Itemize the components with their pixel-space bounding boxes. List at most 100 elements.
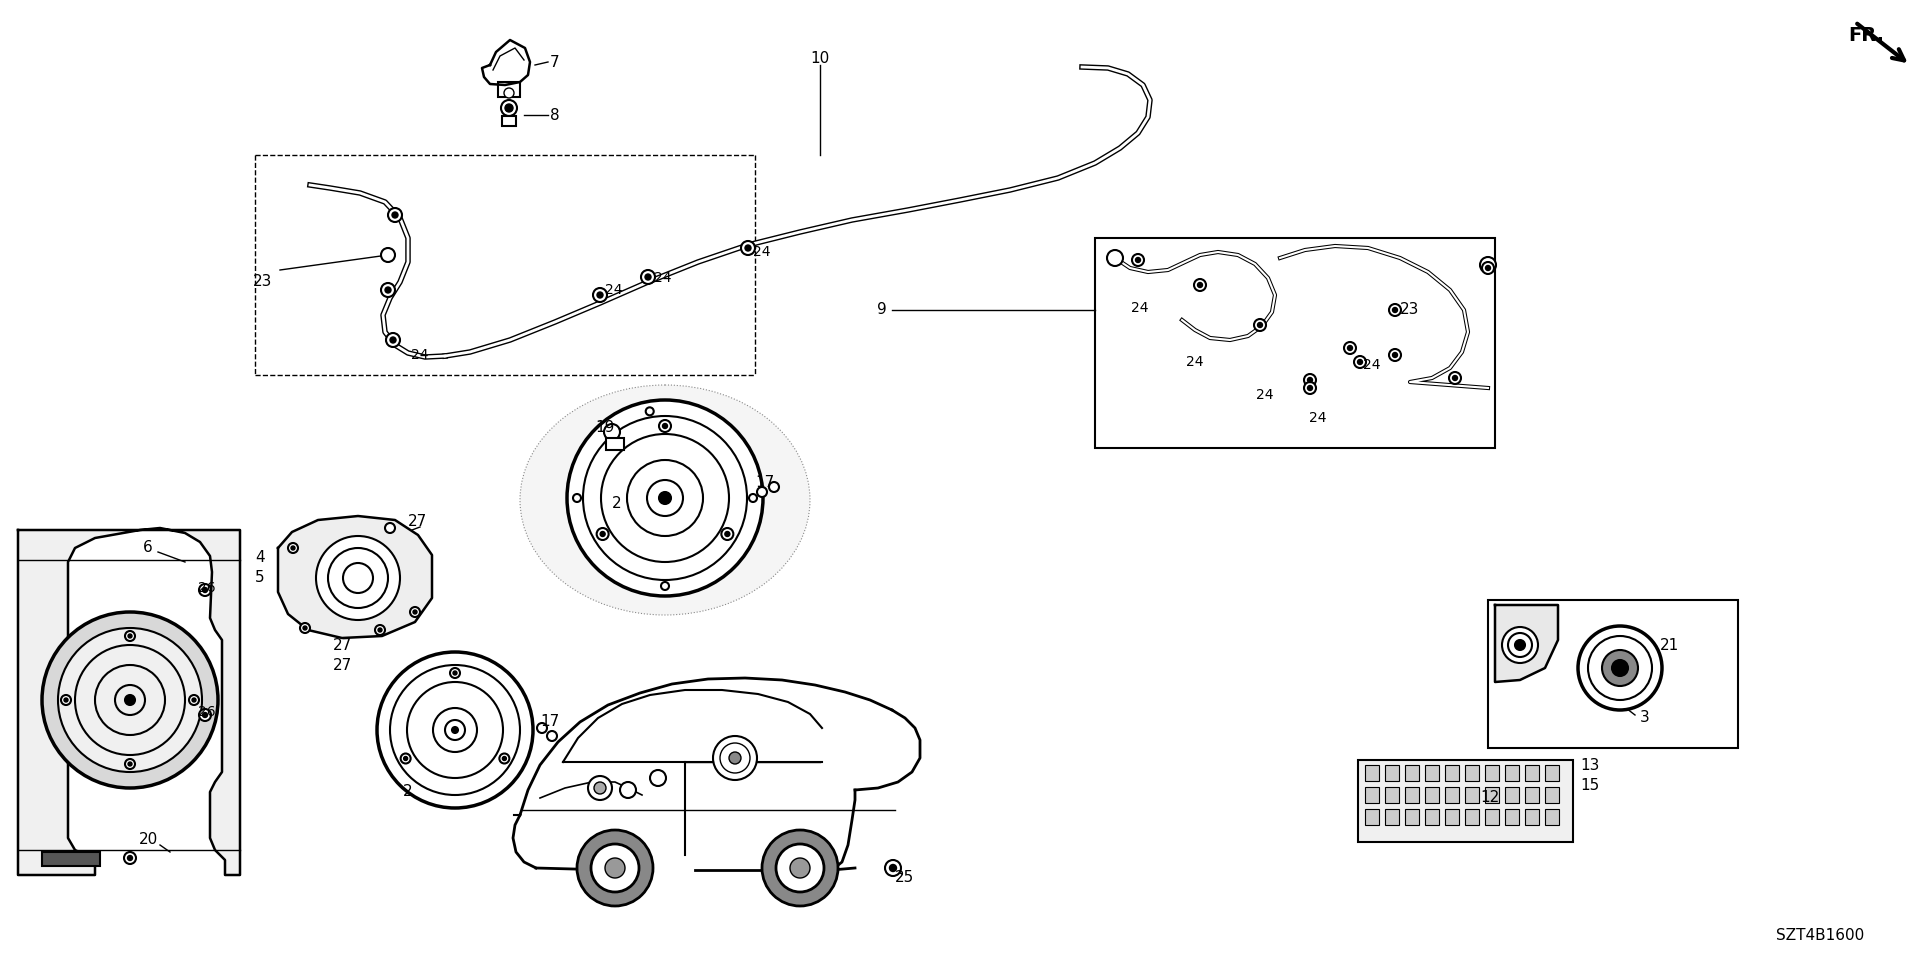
- Circle shape: [499, 754, 509, 764]
- Bar: [1405, 787, 1419, 803]
- Circle shape: [386, 333, 399, 347]
- Circle shape: [1344, 342, 1356, 354]
- Circle shape: [645, 274, 651, 280]
- Bar: [1505, 809, 1519, 825]
- Circle shape: [756, 487, 766, 497]
- Bar: [1384, 765, 1400, 781]
- Circle shape: [620, 782, 636, 798]
- Circle shape: [593, 288, 607, 302]
- Circle shape: [1308, 377, 1313, 382]
- Circle shape: [776, 844, 824, 892]
- Bar: [1484, 809, 1500, 825]
- Bar: [1484, 787, 1500, 803]
- Bar: [1405, 809, 1419, 825]
- Text: SZT4B1600: SZT4B1600: [1776, 927, 1864, 943]
- Circle shape: [1515, 640, 1524, 650]
- Circle shape: [61, 695, 71, 705]
- Circle shape: [762, 830, 837, 906]
- Bar: [501, 116, 516, 126]
- Circle shape: [127, 855, 132, 860]
- Text: 3: 3: [1640, 711, 1649, 725]
- Circle shape: [1133, 254, 1144, 266]
- Circle shape: [288, 543, 298, 553]
- Circle shape: [1108, 250, 1123, 266]
- Circle shape: [403, 757, 407, 761]
- Circle shape: [741, 241, 755, 255]
- Circle shape: [722, 528, 733, 540]
- Circle shape: [591, 844, 639, 892]
- Text: 5: 5: [255, 571, 265, 585]
- Bar: [42, 852, 100, 866]
- Circle shape: [659, 420, 670, 432]
- Circle shape: [1304, 374, 1315, 386]
- Circle shape: [1254, 319, 1265, 331]
- Circle shape: [588, 776, 612, 800]
- Circle shape: [63, 698, 67, 702]
- Circle shape: [745, 245, 751, 251]
- Bar: [1505, 765, 1519, 781]
- Circle shape: [1388, 349, 1402, 361]
- Text: 4: 4: [255, 551, 265, 565]
- Bar: [1546, 787, 1559, 803]
- Circle shape: [572, 494, 582, 502]
- Circle shape: [1392, 308, 1398, 312]
- Circle shape: [1601, 650, 1638, 686]
- Circle shape: [885, 860, 900, 876]
- Circle shape: [889, 864, 897, 872]
- Text: 17: 17: [755, 474, 774, 490]
- Text: 8: 8: [551, 107, 561, 123]
- Circle shape: [388, 208, 401, 222]
- Circle shape: [125, 695, 134, 705]
- Text: 7: 7: [551, 55, 561, 70]
- Text: 23: 23: [1400, 303, 1419, 317]
- Bar: [1425, 809, 1438, 825]
- Circle shape: [789, 858, 810, 878]
- Circle shape: [659, 492, 670, 504]
- Text: FR.: FR.: [1847, 26, 1884, 44]
- Circle shape: [597, 292, 603, 298]
- Bar: [1524, 809, 1540, 825]
- Text: 20: 20: [138, 833, 157, 848]
- Bar: [1484, 765, 1500, 781]
- Circle shape: [380, 248, 396, 262]
- Circle shape: [1388, 304, 1402, 316]
- Circle shape: [578, 830, 653, 906]
- Text: 24: 24: [605, 283, 622, 297]
- Circle shape: [538, 723, 547, 733]
- Text: 17: 17: [540, 715, 559, 729]
- Circle shape: [628, 460, 703, 536]
- Circle shape: [1453, 376, 1457, 380]
- Polygon shape: [1496, 605, 1557, 682]
- Circle shape: [712, 736, 756, 780]
- Bar: [1465, 809, 1478, 825]
- Circle shape: [605, 424, 620, 440]
- Text: 26: 26: [198, 581, 215, 595]
- Text: 25: 25: [895, 871, 914, 885]
- Circle shape: [1194, 279, 1206, 291]
- Circle shape: [413, 610, 417, 614]
- Circle shape: [1482, 262, 1494, 274]
- Bar: [1094, 238, 1496, 448]
- Text: 24: 24: [411, 348, 428, 362]
- Circle shape: [200, 584, 211, 596]
- Bar: [1465, 787, 1478, 803]
- Circle shape: [202, 587, 207, 592]
- Bar: [1384, 809, 1400, 825]
- Circle shape: [1304, 382, 1315, 394]
- Circle shape: [1198, 283, 1202, 287]
- Text: 21: 21: [1661, 637, 1680, 652]
- Bar: [1357, 760, 1572, 842]
- Circle shape: [376, 652, 534, 808]
- Bar: [1465, 765, 1478, 781]
- Text: 24: 24: [1363, 358, 1380, 372]
- Circle shape: [411, 607, 420, 617]
- Bar: [1488, 600, 1738, 748]
- Text: 27: 27: [332, 637, 351, 652]
- Circle shape: [386, 287, 392, 293]
- Circle shape: [726, 532, 730, 536]
- Bar: [1524, 787, 1540, 803]
- Circle shape: [1258, 323, 1263, 328]
- Bar: [1365, 765, 1379, 781]
- Circle shape: [651, 770, 666, 786]
- Circle shape: [645, 407, 653, 416]
